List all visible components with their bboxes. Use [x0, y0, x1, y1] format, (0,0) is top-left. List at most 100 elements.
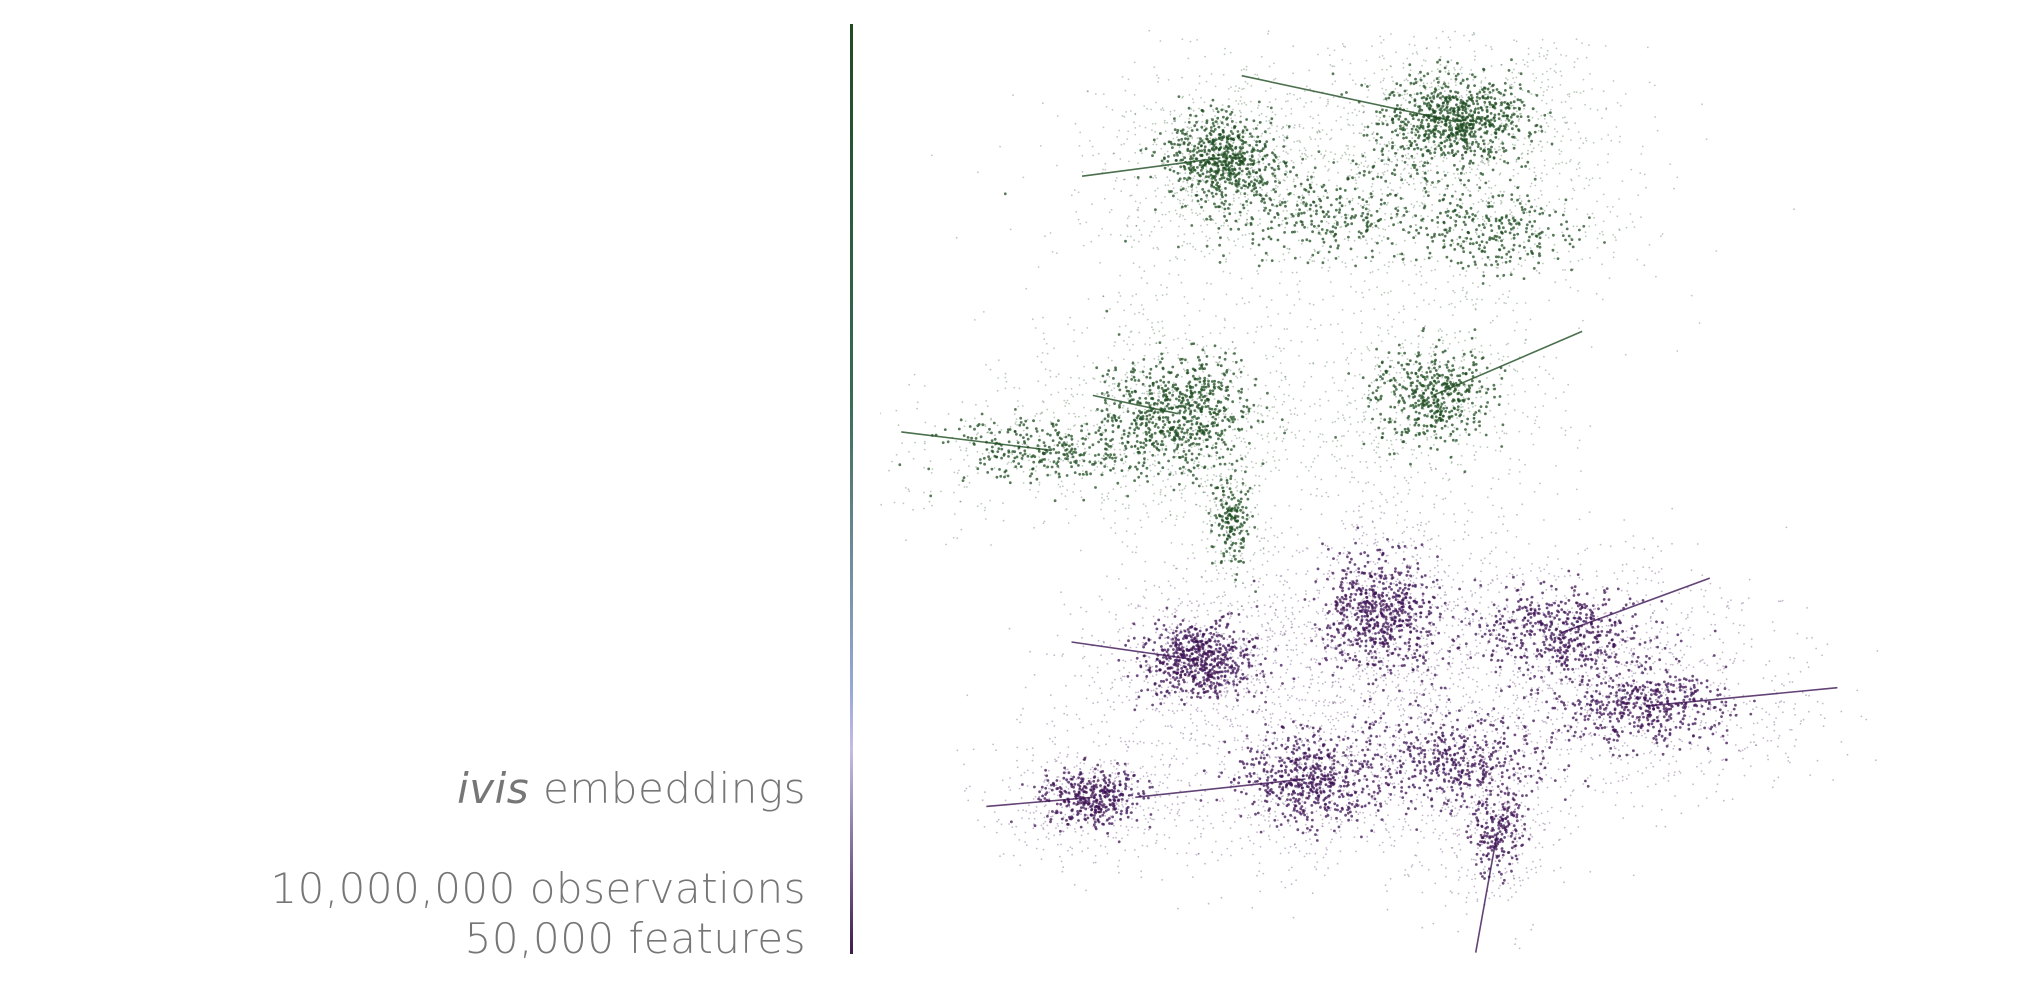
scatter-point [1312, 190, 1316, 194]
scatter-point [1246, 167, 1249, 171]
scatter-point [1414, 410, 1418, 414]
scatter-point [1190, 446, 1193, 449]
scatter-point [1265, 120, 1268, 122]
scatter-point [1218, 356, 1222, 359]
scatter-point [1205, 154, 1208, 156]
scatter-point [1540, 128, 1543, 130]
scatter-point [1357, 196, 1361, 199]
scatter-point [1509, 84, 1511, 87]
scatter-point [1430, 376, 1434, 380]
scatter-point [1238, 87, 1241, 90]
scatter-point [1188, 127, 1190, 130]
scatter-point [1349, 402, 1352, 405]
scatter-point [1153, 150, 1156, 154]
scatter-point [1402, 346, 1405, 349]
scatter-point [1341, 308, 1344, 311]
scatter-point [1408, 73, 1412, 77]
scatter-point [1282, 145, 1286, 148]
scatter-point [1315, 209, 1318, 213]
scatter-point [1220, 201, 1224, 205]
scatter-point [1236, 189, 1240, 193]
scatter-point [1468, 39, 1471, 42]
scatter-point [1470, 127, 1474, 130]
scatter-point [1290, 112, 1293, 115]
scatter-point [1143, 220, 1146, 223]
scatter-point [1074, 122, 1077, 125]
scatter-point [1414, 81, 1418, 85]
scatter-point [1379, 470, 1382, 473]
scatter-point [1511, 71, 1514, 74]
scatter-point [1070, 387, 1073, 390]
scatter-point [1425, 375, 1429, 379]
scatter-point [1434, 86, 1437, 89]
scatter-point [1075, 211, 1078, 213]
scatter-point [1494, 136, 1498, 139]
scatter-point [1517, 139, 1519, 142]
scatter-point [1498, 373, 1501, 376]
scatter-point [1446, 184, 1450, 188]
scatter-point [1568, 95, 1571, 98]
scatter-point [1361, 322, 1363, 325]
scatter-point [1463, 141, 1466, 144]
scatter-point [1293, 193, 1295, 196]
scatter-point [1344, 262, 1347, 264]
scatter-point [1467, 397, 1470, 401]
scatter-point [1380, 136, 1383, 139]
scatter-point [1463, 138, 1466, 141]
scatter-point [1541, 172, 1543, 175]
scatter-point [1309, 136, 1311, 138]
scatter-point [1264, 206, 1267, 210]
scatter-point [1427, 194, 1430, 198]
scatter-point [1342, 45, 1345, 47]
scatter-point [1283, 231, 1286, 234]
scatter-point [1394, 88, 1397, 90]
scatter-point [1406, 144, 1408, 147]
scatter-point [1334, 257, 1338, 260]
scatter-point [1474, 55, 1477, 58]
scatter-point [1373, 221, 1376, 224]
scatter-point [1171, 166, 1173, 169]
scatter-point [1553, 119, 1556, 121]
scatter-point [1209, 218, 1213, 221]
scatter-point [1393, 405, 1397, 409]
scatter-point [1420, 126, 1423, 129]
scatter-point [1212, 185, 1216, 189]
scatter-point [1585, 139, 1588, 142]
scatter-point [1560, 427, 1563, 429]
scatter-point [1198, 149, 1201, 153]
scatter-point [1346, 118, 1349, 121]
scatter-point [1406, 164, 1409, 166]
scatter-point [1356, 187, 1359, 190]
scatter-point [1257, 177, 1259, 180]
scatter-point [1272, 138, 1275, 141]
scatter-point [1512, 86, 1514, 88]
scatter-point [1495, 88, 1499, 91]
scatter-point [1271, 111, 1274, 113]
scatter-point [1308, 239, 1312, 243]
scatter-point [1229, 130, 1233, 133]
scatter-point [1079, 549, 1082, 552]
scatter-point [1537, 383, 1540, 386]
scatter-point [1577, 163, 1580, 166]
scatter-point [1468, 146, 1472, 150]
scatter-point [1189, 113, 1192, 117]
scatter-point [1344, 379, 1347, 382]
scatter-point [1463, 125, 1466, 128]
scatter-point [1329, 245, 1332, 249]
scatter-point [1499, 109, 1503, 113]
scatter-point [1360, 447, 1363, 450]
scatter-point [1405, 147, 1408, 150]
scatter-point [1269, 106, 1273, 110]
scatter-point [1223, 357, 1227, 361]
scatter-point [1259, 218, 1261, 221]
scatter-point [1592, 141, 1595, 144]
scatter-point [1423, 147, 1425, 150]
scatter-point [1257, 209, 1260, 212]
scatter-point [1184, 172, 1187, 175]
scatter-point [1268, 209, 1272, 212]
scatter-point [1351, 207, 1354, 211]
scatter-point [1565, 122, 1568, 125]
scatter-point [1209, 104, 1213, 108]
scatter-point [1606, 161, 1609, 164]
scatter-point [1273, 153, 1277, 157]
